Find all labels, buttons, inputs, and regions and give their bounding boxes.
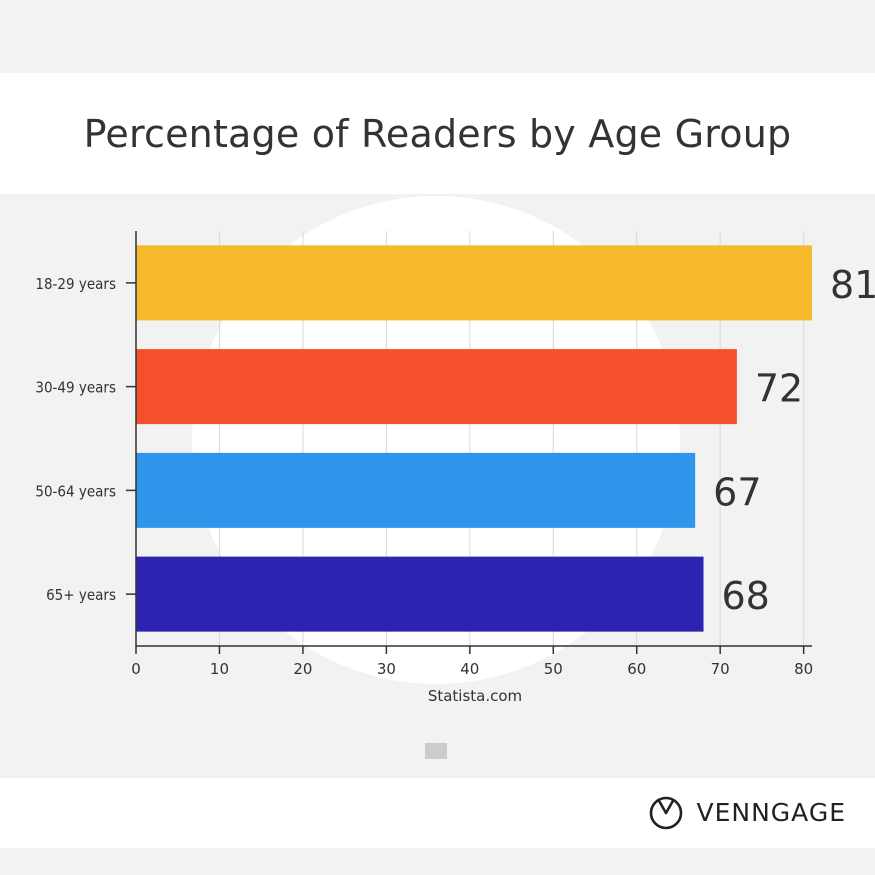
bar-value-label: 68 — [722, 574, 770, 618]
x-tick-label: 20 — [293, 660, 312, 678]
bars — [136, 245, 812, 632]
x-tick-label: 80 — [794, 660, 813, 678]
x-axis-label: Statista.com — [428, 687, 522, 705]
x-tick-label: 30 — [377, 660, 396, 678]
clock-logo-icon — [650, 796, 683, 830]
bar-value-label: 67 — [713, 470, 761, 514]
category-label: 65+ years — [46, 586, 116, 604]
bar — [136, 245, 812, 321]
chart-area: 81 18-29 years 72 30-49 years 67 50-64 years 6… — [0, 194, 875, 778]
x-tick-label: 60 — [627, 660, 646, 678]
brand[interactable]: VENNGAGE — [648, 794, 846, 830]
category-label: 50-64 years — [35, 482, 116, 500]
x-tick-label: 40 — [460, 660, 479, 678]
brand-name: VENNGAGE — [696, 797, 846, 827]
x-tick-label: 0 — [131, 660, 141, 678]
footer-band: VENNGAGE — [0, 778, 875, 848]
title-band: Percentage of Readers by Age Group — [0, 73, 875, 194]
category-label: 30-49 years — [35, 379, 116, 397]
x-tick-label: 50 — [544, 660, 563, 678]
x-tick-label: 10 — [210, 660, 229, 678]
bar — [136, 452, 696, 528]
labels: 81 18-29 years 72 30-49 years 67 50-64 years 6… — [35, 263, 875, 705]
bar-value-label: 81 — [830, 263, 875, 307]
axes — [126, 231, 812, 654]
bar-value-label: 72 — [755, 367, 803, 411]
bar — [136, 556, 704, 632]
page-indicator[interactable] — [425, 743, 447, 759]
chart-title: Percentage of Readers by Age Group — [83, 111, 792, 156]
bar-chart: 81 18-29 years 72 30-49 years 67 50-64 years 6… — [35, 196, 875, 705]
x-tick-label: 70 — [711, 660, 730, 678]
bar — [136, 349, 737, 425]
category-label: 18-29 years — [35, 275, 116, 293]
